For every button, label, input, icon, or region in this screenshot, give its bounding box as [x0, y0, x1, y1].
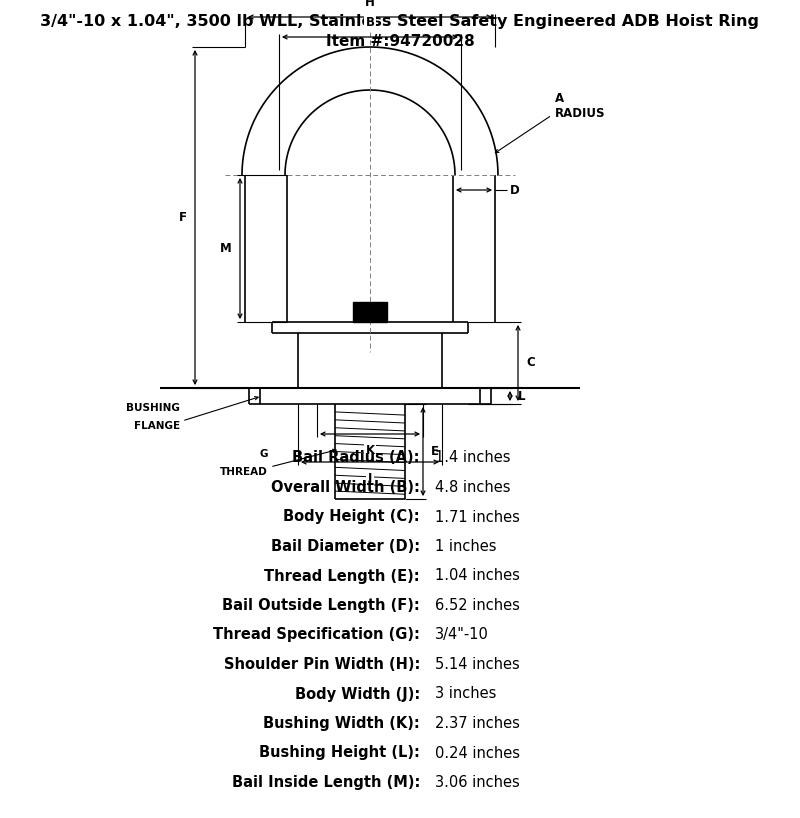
- Text: Bail Inside Length (M):: Bail Inside Length (M):: [232, 775, 420, 790]
- Text: H: H: [365, 0, 375, 9]
- Text: G: G: [259, 449, 268, 459]
- Text: 3/4"-10 x 1.04", 3500 lb WLL, Stainless Steel Safety Engineered ADB Hoist Ring: 3/4"-10 x 1.04", 3500 lb WLL, Stainless …: [41, 14, 759, 29]
- Text: D: D: [510, 183, 520, 196]
- Text: B: B: [366, 16, 374, 29]
- Text: 1.4 inches: 1.4 inches: [435, 451, 510, 465]
- Text: M: M: [220, 242, 232, 255]
- Polygon shape: [353, 302, 387, 322]
- Text: 2.37 inches: 2.37 inches: [435, 716, 520, 731]
- Text: Overall Width (B):: Overall Width (B):: [271, 480, 420, 495]
- Text: Bail Radius (A):: Bail Radius (A):: [293, 451, 420, 465]
- Text: Shoulder Pin Width (H):: Shoulder Pin Width (H):: [224, 657, 420, 672]
- Text: RADIUS: RADIUS: [555, 107, 606, 120]
- Text: Body Width (J):: Body Width (J):: [294, 686, 420, 702]
- Text: C: C: [526, 357, 534, 370]
- Text: L: L: [518, 389, 526, 402]
- Text: 0.24 inches: 0.24 inches: [435, 745, 520, 761]
- Text: THREAD: THREAD: [220, 467, 268, 477]
- Text: BUSHING: BUSHING: [126, 403, 180, 413]
- Text: 5.14 inches: 5.14 inches: [435, 657, 520, 672]
- Text: 4.8 inches: 4.8 inches: [435, 480, 510, 495]
- Text: Thread Specification (G):: Thread Specification (G):: [213, 627, 420, 642]
- Text: 6.52 inches: 6.52 inches: [435, 598, 520, 613]
- Text: 1.04 inches: 1.04 inches: [435, 569, 520, 583]
- Text: Bushing Height (L):: Bushing Height (L):: [259, 745, 420, 761]
- Text: J: J: [368, 472, 372, 485]
- Text: Item #:94720028: Item #:94720028: [326, 34, 474, 49]
- Text: FLANGE: FLANGE: [134, 421, 180, 431]
- Text: A: A: [555, 92, 564, 105]
- Text: Body Height (C):: Body Height (C):: [283, 510, 420, 524]
- Text: Thread Length (E):: Thread Length (E):: [264, 569, 420, 583]
- Text: 3/4"-10: 3/4"-10: [435, 627, 489, 642]
- Text: 3.06 inches: 3.06 inches: [435, 775, 520, 790]
- Text: 3 inches: 3 inches: [435, 686, 496, 702]
- Text: Bail Diameter (D):: Bail Diameter (D):: [271, 539, 420, 554]
- Text: K: K: [366, 444, 374, 457]
- Text: F: F: [179, 211, 187, 224]
- Text: E: E: [431, 445, 439, 458]
- Text: 1.71 inches: 1.71 inches: [435, 510, 520, 524]
- Text: 1 inches: 1 inches: [435, 539, 497, 554]
- Text: Bail Outside Length (F):: Bail Outside Length (F):: [222, 598, 420, 613]
- Text: Bushing Width (K):: Bushing Width (K):: [263, 716, 420, 731]
